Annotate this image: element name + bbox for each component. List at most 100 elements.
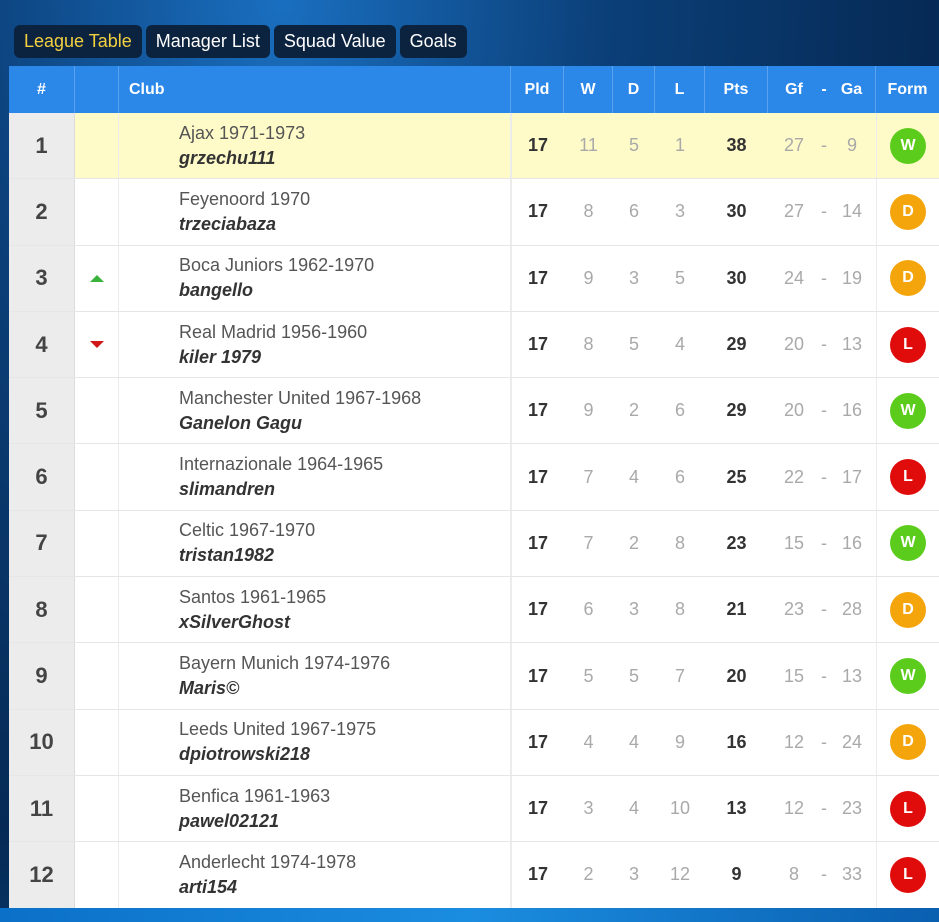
goal-separator: - <box>821 135 827 156</box>
manager-name[interactable]: xSilverGhost <box>179 611 291 632</box>
club-name[interactable]: Boca Juniors 1962-1970 <box>179 255 375 276</box>
header-rank[interactable]: # <box>9 66 75 113</box>
club-name[interactable]: Bayern Munich 1974-1976 <box>179 653 391 674</box>
header-draws[interactable]: D <box>613 66 655 113</box>
header-form[interactable]: Form <box>887 80 928 98</box>
table-row[interactable]: 5 Manchester United 1967-1968 Ganelon Gagu… <box>9 378 939 445</box>
club-cell: Bayern Munich 1974-1976 Maris© <box>119 643 511 709</box>
goals-for-cell: 20 <box>783 400 805 421</box>
manager-name[interactable]: pawel02121 <box>179 810 280 831</box>
header-wins[interactable]: W <box>564 66 613 113</box>
tab-league-table[interactable]: League Table <box>14 25 142 58</box>
table-row[interactable]: 4 Real Madrid 1956-1960 kiler 1979 17 8 5 4 29 2… <box>9 311 939 379</box>
rank-cell: 8 <box>9 577 75 643</box>
losses-cell: 3 <box>674 201 685 222</box>
table-row[interactable]: 12 Anderlecht 1974-1978 arti154 17 2 3 12 9 8 -33… <box>9 842 939 909</box>
club-name[interactable]: Real Madrid 1956-1960 <box>179 321 368 342</box>
movement-cell <box>75 444 119 510</box>
losses-cell: 4 <box>674 334 685 355</box>
points-cell: 20 <box>726 665 747 686</box>
manager-name[interactable]: grzechu111 <box>179 147 276 168</box>
header-goal-separator: - <box>821 80 827 98</box>
club-name[interactable]: Celtic 1967-1970 <box>179 520 316 541</box>
wins-cell: 5 <box>583 665 594 686</box>
movement-cell <box>75 775 119 842</box>
points-cell: 29 <box>726 400 747 421</box>
header-points[interactable]: Pts <box>705 66 768 113</box>
draws-cell: 2 <box>628 400 639 421</box>
played-cell: 17 <box>511 444 564 510</box>
draws-cell: 3 <box>628 599 639 620</box>
goals-against-cell: 9 <box>846 135 857 156</box>
manager-name[interactable]: arti154 <box>179 876 238 897</box>
header-played[interactable]: Pld <box>511 66 564 113</box>
rank-cell: 4 <box>9 311 75 378</box>
form-badge: W <box>890 127 926 164</box>
club-name[interactable]: Anderlecht 1974-1978 <box>179 851 357 872</box>
club-name[interactable]: Leeds United 1967-1975 <box>179 719 377 740</box>
manager-name[interactable]: Maris© <box>179 678 240 699</box>
table-row[interactable]: 6 Internazionale 1964-1965 slimandren 17 7 4 6… <box>9 444 939 511</box>
table-row[interactable]: 7 Celtic 1967-1970 tristan1982 17 7 2 8 23 15-16… <box>9 510 939 578</box>
losses-cell: 1 <box>674 135 685 156</box>
losses-cell: 7 <box>674 665 685 686</box>
goal-separator: - <box>821 466 827 487</box>
arrow-down-icon <box>89 341 104 349</box>
tab-goals[interactable]: Goals <box>399 25 467 58</box>
played-cell: 17 <box>511 577 564 643</box>
form-cell: W <box>876 643 939 709</box>
table-row[interactable]: 1 Ajax 1971-1973 grzechu111 17 11 5 1 38 27-9 W <box>9 113 939 180</box>
club-name[interactable]: Santos 1961-1965 <box>179 586 327 607</box>
manager-name[interactable]: dpiotrowski218 <box>179 744 311 765</box>
manager-name[interactable]: kiler 1979 <box>179 346 262 367</box>
manager-name[interactable]: slimandren <box>179 479 276 500</box>
wins-cell: 8 <box>583 334 594 355</box>
goals-for-cell: 12 <box>783 731 805 752</box>
manager-name[interactable]: Ganelon Gagu <box>179 412 303 433</box>
movement-cell <box>75 113 119 179</box>
table-row[interactable]: 8 Santos 1961-1965 xSilverGhost 17 6 3 8 21 23-2… <box>9 577 939 644</box>
tab-manager-list[interactable]: Manager List <box>145 25 270 58</box>
header-club[interactable]: Club <box>119 66 511 113</box>
draws-cell: 5 <box>628 665 639 686</box>
form-cell: W <box>876 510 939 577</box>
goal-separator: - <box>821 731 827 752</box>
played-cell: 17 <box>511 179 564 245</box>
tab-squad-value[interactable]: Squad Value <box>273 25 396 58</box>
manager-name[interactable]: trzeciabaza <box>179 213 277 234</box>
rank-cell: 7 <box>9 510 75 577</box>
header-goals-for[interactable]: Gf <box>785 80 803 98</box>
club-name[interactable]: Ajax 1971-1973 <box>179 122 306 143</box>
table-row[interactable]: 3 Boca Juniors 1962-1970 bangello 17 9 3 5 30 24… <box>9 245 939 312</box>
table-row[interactable]: 9 Bayern Munich 1974-1976 Maris© 17 5 5 7 20 15-… <box>9 643 939 710</box>
draws-cell: 3 <box>628 864 639 885</box>
form-badge: D <box>890 724 926 761</box>
club-name[interactable]: Manchester United 1967-1968 <box>179 387 422 408</box>
goal-separator: - <box>821 400 827 421</box>
table-row[interactable]: 11 Benfica 1961-1963 pawel02121 17 3 4 10 13 12-… <box>9 775 939 843</box>
goals-against-cell: 24 <box>841 731 863 752</box>
wins-cell: 9 <box>583 267 594 288</box>
club-name[interactable]: Internazionale 1964-1965 <box>179 454 384 475</box>
draws-cell: 6 <box>628 201 639 222</box>
manager-name[interactable]: tristan1982 <box>179 545 275 566</box>
movement-cell <box>75 709 119 775</box>
manager-name[interactable]: bangello <box>179 280 254 301</box>
header-goals-against[interactable]: Ga <box>828 66 876 113</box>
draws-cell: 5 <box>628 334 639 355</box>
goals-for-cell: 15 <box>783 532 805 553</box>
goals-against-cell: 23 <box>841 798 863 819</box>
losses-cell: 5 <box>674 267 685 288</box>
club-cell: Anderlecht 1974-1978 arti154 <box>119 842 511 908</box>
points-cell: 30 <box>726 201 747 222</box>
club-cell: Ajax 1971-1973 grzechu111 <box>119 113 511 179</box>
table-row[interactable]: 10 Leeds United 1967-1975 dpiotrowski218 17… <box>9 709 939 776</box>
club-name[interactable]: Feyenoord 1970 <box>179 188 311 209</box>
table-row[interactable]: 2 Feyenoord 1970 trzeciabaza 17 8 6 3 30 27-14 D <box>9 179 939 246</box>
rank-cell: 12 <box>9 842 75 908</box>
header-losses[interactable]: L <box>655 66 705 113</box>
club-name[interactable]: Benfica 1961-1963 <box>179 785 331 806</box>
table-body: 1 Ajax 1971-1973 grzechu111 17 11 5 1 38 27-9 W 2 F… <box>9 113 939 909</box>
rank-cell: 2 <box>9 179 75 245</box>
form-cell: D <box>876 577 939 643</box>
